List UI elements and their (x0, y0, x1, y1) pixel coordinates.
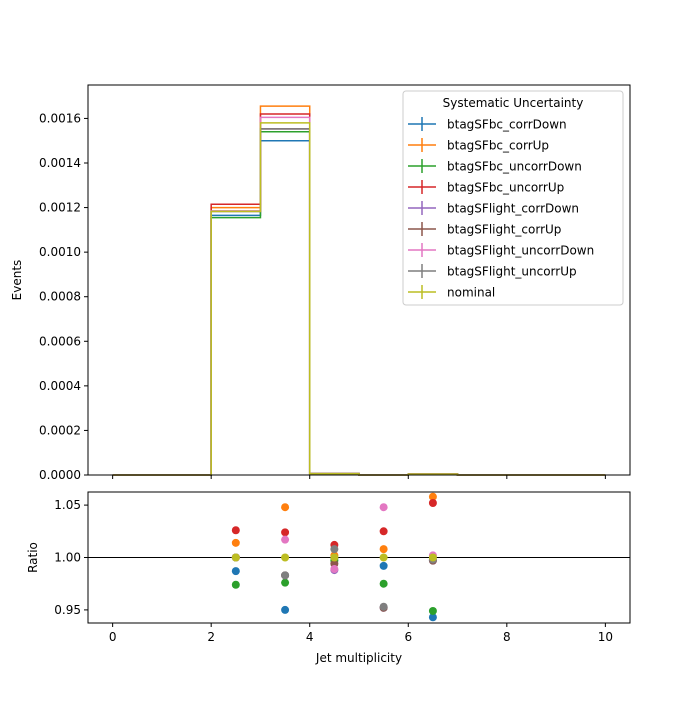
main-y-tick-label: 0.0006 (39, 334, 81, 348)
ratio-points-group (231, 492, 437, 622)
ratio-panel: 0.95 1.00 1.05 0 2 4 6 8 10 Ratio Jet multiplic… (26, 491, 631, 665)
ratio-point (379, 545, 388, 554)
ratio-point (281, 571, 290, 580)
ratio-point (428, 613, 437, 622)
ratio-point (379, 602, 388, 611)
legend-label: btagSFbc_uncorrUp (447, 181, 564, 195)
legend-label: btagSFlight_uncorrUp (447, 265, 577, 279)
ratio-point (428, 499, 437, 508)
ratio-y-axis-label: Ratio (26, 542, 40, 573)
main-plot-frame (87, 84, 631, 476)
legend-entry: btagSFlight_corrUp (408, 222, 561, 237)
ratio-point (330, 553, 339, 562)
ratio-point (379, 553, 388, 562)
main-y-ticks: 0.0000 0.0002 0.0004 0.0006 0.0008 0.0010 0.00… (39, 111, 88, 482)
ratio-point (231, 580, 240, 589)
main-y-tick-label: 0.0002 (39, 423, 81, 437)
legend-label: btagSFlight_uncorrDown (447, 244, 594, 258)
ratio-point (281, 605, 290, 614)
legend-box (402, 90, 624, 306)
ratio-x-tick-label: 0 (109, 630, 117, 644)
ratio-x-tick-label: 8 (503, 630, 511, 644)
main-y-axis-label: Events (10, 260, 24, 301)
x-axis-label: Jet multiplicity (315, 651, 402, 665)
main-y-tick-label: 0.0000 (39, 468, 81, 482)
main-histogram-panel: 0.0000 0.0002 0.0004 0.0006 0.0008 0.0010 0.00… (10, 84, 631, 482)
main-y-tick-label: 0.0004 (39, 379, 81, 393)
ratio-y-tick-label: 0.95 (54, 603, 81, 617)
main-y-tick-label: 0.0010 (39, 245, 81, 259)
legend-entry: btagSFbc_uncorrDown (408, 159, 582, 174)
legend-entry: btagSFlight_uncorrDown (408, 243, 594, 258)
legend-label: btagSFlight_corrUp (447, 223, 561, 237)
main-y-tick-label: 0.0014 (39, 156, 81, 170)
ratio-point (379, 579, 388, 588)
ratio-point (379, 527, 388, 536)
ratio-x-ticks: 0 2 4 6 8 10 (109, 623, 613, 644)
legend-label: btagSFbc_uncorrDown (447, 160, 582, 174)
ratio-point (281, 503, 290, 512)
ratio-point (281, 528, 290, 537)
legend: Systematic Uncertainty btagSFbc_corrDown… (402, 90, 624, 306)
main-y-tick-label: 0.0016 (39, 111, 81, 125)
ratio-point (379, 561, 388, 570)
legend-entries: btagSFbc_corrDown btagSFbc_corrUp btagSFbc… (408, 117, 594, 300)
legend-entry: btagSFbc_uncorrUp (408, 180, 564, 195)
ratio-point (281, 578, 290, 587)
ratio-point (330, 545, 339, 554)
legend-entry: btagSFbc_corrDown (408, 117, 567, 132)
ratio-point (281, 553, 290, 562)
ratio-point (281, 535, 290, 544)
main-y-tick-label: 0.0012 (39, 201, 81, 215)
ratio-point (231, 526, 240, 535)
ratio-y-tick-label: 1.05 (54, 498, 81, 512)
legend-entry: btagSFlight_uncorrUp (408, 264, 577, 279)
legend-entry: nominal (408, 285, 495, 300)
legend-entry: btagSFlight_corrDown (408, 201, 579, 216)
ratio-point (231, 538, 240, 547)
main-y-tick-label: 0.0008 (39, 290, 81, 304)
legend-title: Systematic Uncertainty (443, 96, 584, 110)
legend-label: btagSFbc_corrUp (447, 139, 549, 153)
ratio-x-tick-label: 6 (404, 630, 412, 644)
ratio-x-tick-label: 10 (598, 630, 613, 644)
ratio-y-ticks: 0.95 1.00 1.05 (54, 498, 88, 617)
ratio-x-tick-label: 2 (207, 630, 215, 644)
ratio-point (428, 492, 437, 501)
main-x-ticks (112, 475, 606, 479)
ratio-point (428, 553, 437, 562)
legend-label: btagSFlight_corrDown (447, 202, 579, 216)
legend-label: nominal (447, 286, 495, 300)
ratio-x-tick-label: 4 (306, 630, 314, 644)
ratio-y-tick-label: 1.00 (54, 551, 81, 565)
ratio-point (379, 503, 388, 512)
ratio-point (231, 567, 240, 576)
ratio-point (330, 565, 339, 574)
ratio-point (231, 553, 240, 562)
legend-entry: btagSFbc_corrUp (408, 138, 549, 153)
ratio-point (428, 606, 437, 615)
legend-label: btagSFbc_corrDown (447, 118, 567, 132)
